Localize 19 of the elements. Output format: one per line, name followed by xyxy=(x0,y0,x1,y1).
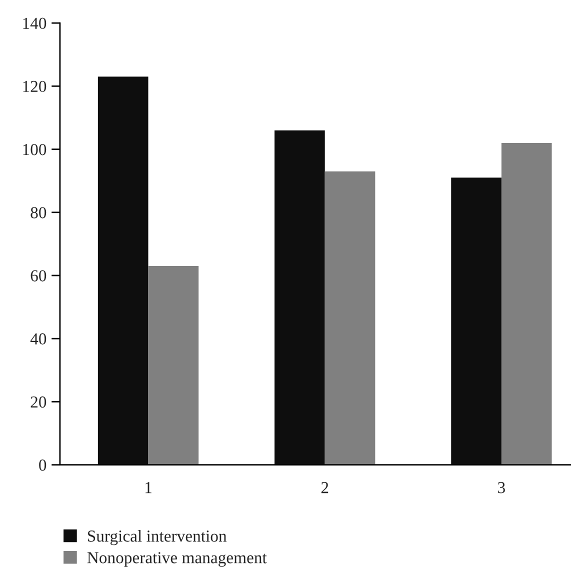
y-tick-label: 0 xyxy=(39,460,46,471)
bar xyxy=(324,171,376,465)
bar xyxy=(274,130,325,465)
y-tick-label: 100 xyxy=(23,144,46,156)
y-tick-label: 120 xyxy=(23,80,46,92)
bar xyxy=(148,266,199,465)
bar xyxy=(451,178,502,465)
x-tick-label: 3 xyxy=(498,482,505,494)
legend-label: Nonoperative management xyxy=(87,552,267,567)
bar xyxy=(98,76,148,465)
y-tick-label: 140 xyxy=(23,18,46,29)
x-tick-label: 2 xyxy=(321,482,328,494)
bar xyxy=(501,142,552,465)
y-tick-label: 40 xyxy=(30,333,46,345)
y-tick-label: 80 xyxy=(30,207,46,218)
y-tick-label: 20 xyxy=(30,396,46,408)
legend-label: Surgical intervention xyxy=(88,530,227,546)
x-tick-label: 1 xyxy=(146,482,152,494)
y-tick-label: 60 xyxy=(30,270,46,282)
